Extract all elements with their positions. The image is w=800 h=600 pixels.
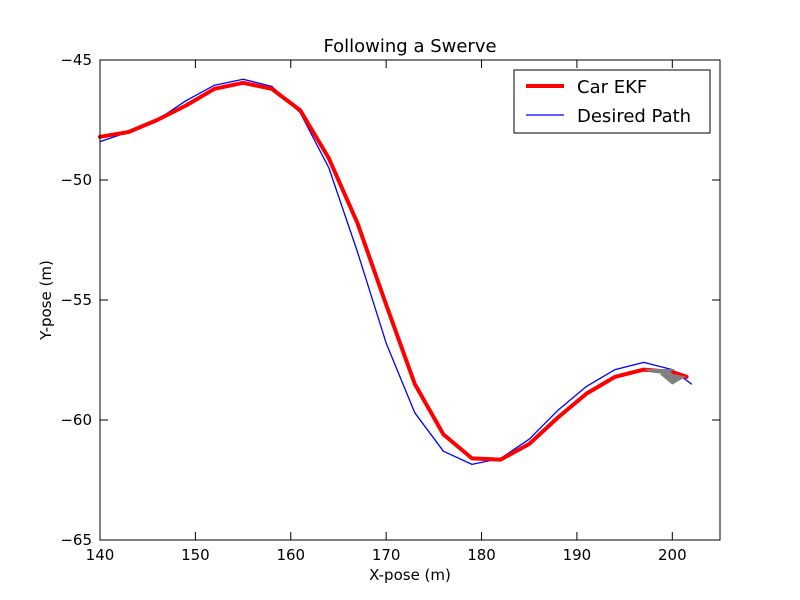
legend-label-desired-path: Desired Path (577, 106, 691, 127)
legend: Car EKF Desired Path (513, 69, 711, 134)
x-tick-label: 160 (276, 546, 305, 564)
axis-ticks: 140 150 160 170 180 190 200 −45 −50 −55 −60 −65 (60, 51, 720, 564)
x-axis-label: X-pose (m) (369, 566, 451, 584)
series-line-desired-path (99, 78, 693, 466)
y-tick-label: −45 (60, 51, 92, 69)
x-tick-label: 190 (563, 546, 592, 564)
x-tick-label: 200 (658, 546, 687, 564)
heading-arrow-1 (648, 369, 687, 385)
series-line-car-ekf (98, 80, 689, 462)
chart-title: Following a Swerve (323, 36, 496, 57)
x-tick-label: 180 (467, 546, 496, 564)
x-tick-label: 150 (181, 546, 210, 564)
y-axis-label: Y-pose (m) (37, 260, 55, 341)
y-tick-label: −65 (60, 531, 92, 549)
x-tick-label: 140 (86, 546, 115, 564)
y-tick-label: −60 (60, 411, 92, 429)
legend-label-car-ekf: Car EKF (577, 77, 647, 98)
x-tick-label: 170 (372, 546, 401, 564)
y-tick-label: −50 (60, 171, 92, 189)
legend-box (513, 69, 711, 134)
y-tick-label: −55 (60, 291, 92, 309)
plot-area (98, 78, 693, 466)
